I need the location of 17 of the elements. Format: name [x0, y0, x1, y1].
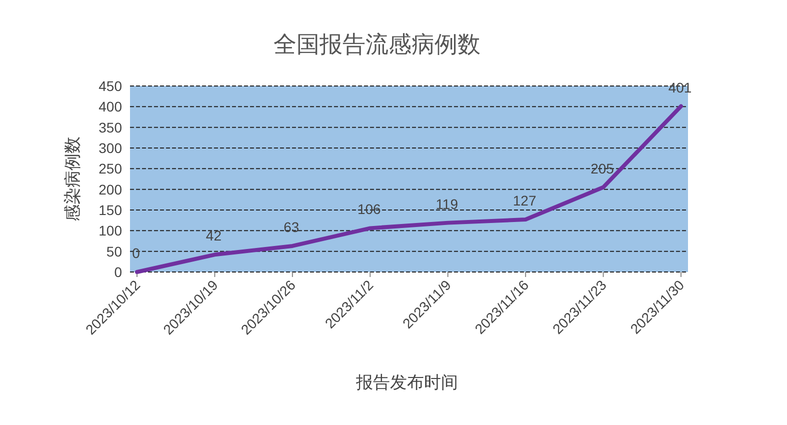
y-tick-label: 300	[98, 140, 122, 156]
data-label: 119	[436, 196, 458, 212]
y-tick-label: 50	[106, 243, 122, 260]
y-tick-label: 450	[98, 78, 122, 94]
y-tick-label: 100	[98, 222, 122, 239]
y-tick-label: 0	[114, 264, 122, 280]
y-tick-label: 350	[98, 119, 122, 136]
x-axis-title: 报告发布时间	[355, 373, 458, 392]
y-tick-label: 150	[98, 202, 122, 218]
data-label: 127	[512, 192, 536, 209]
chart-title: 全国报告流感病例数	[274, 31, 480, 57]
y-tick-label: 200	[98, 181, 122, 198]
data-label: 63	[284, 218, 300, 235]
data-label: 42	[206, 228, 222, 244]
y-axis-title: 感染病例数	[63, 136, 82, 222]
y-tick-label: 400	[98, 98, 122, 115]
y-tick-label: 250	[98, 160, 122, 177]
